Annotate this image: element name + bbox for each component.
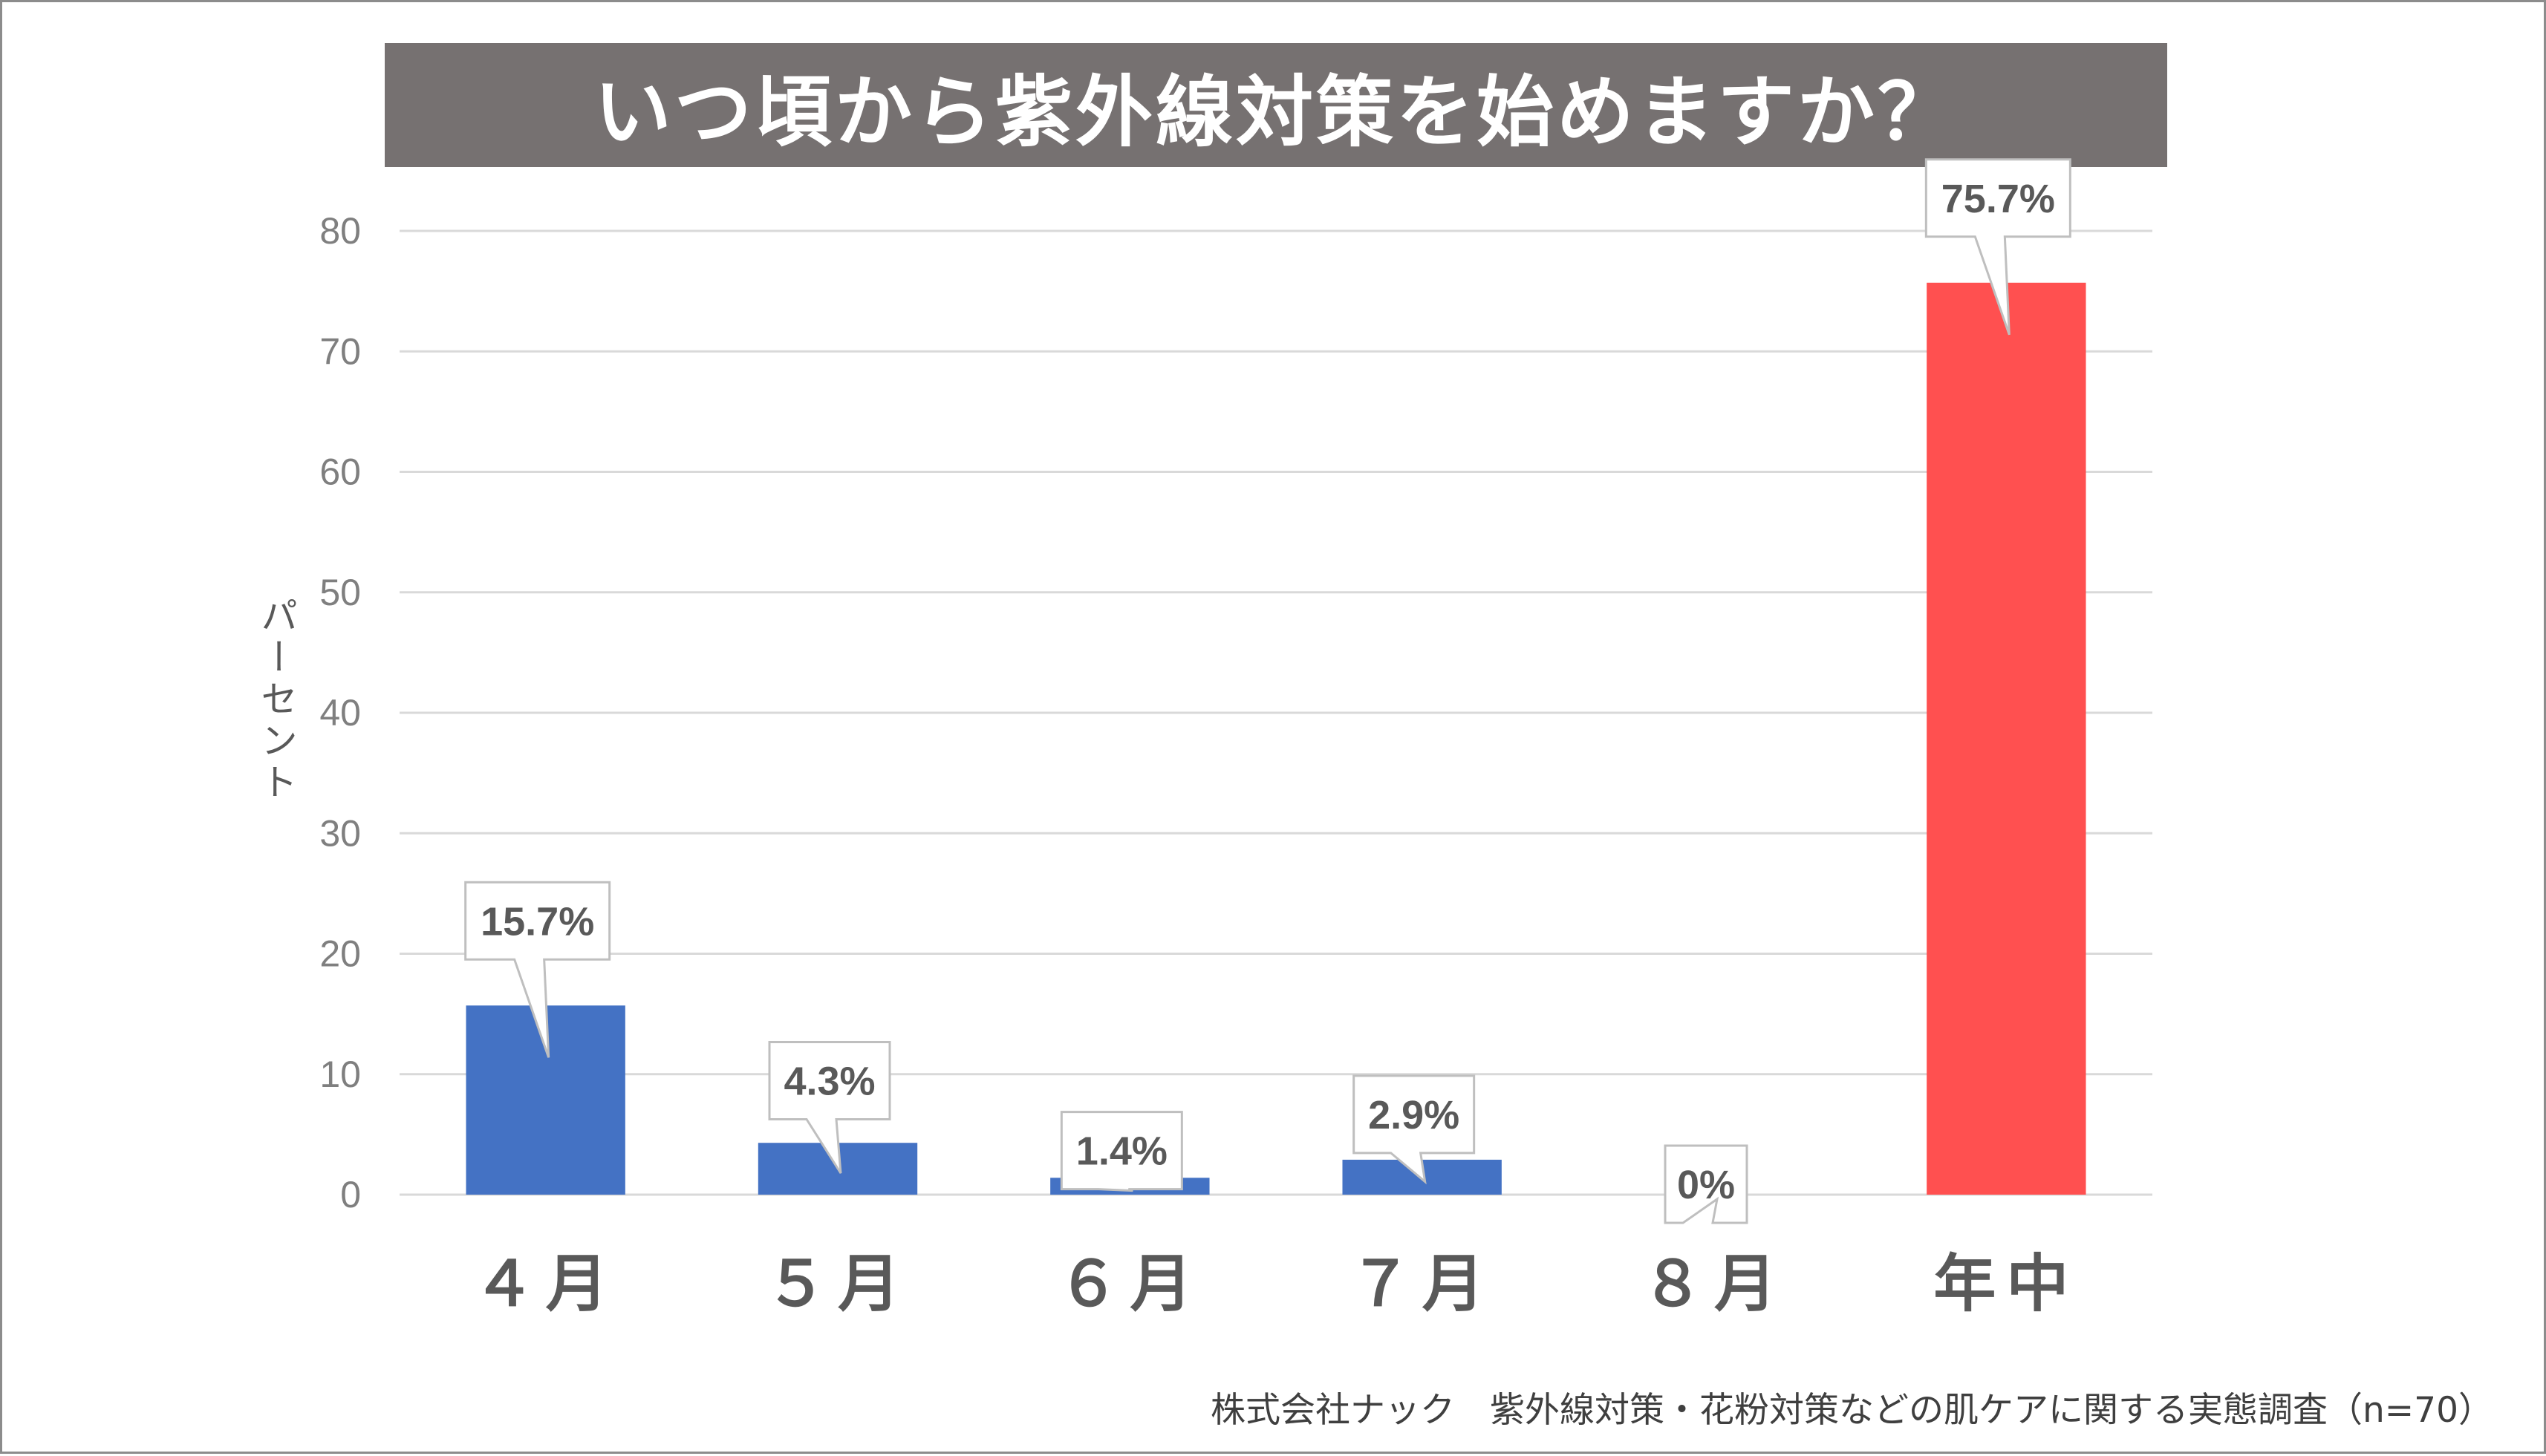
data-labels: 15.7% 4.3% 1.4% 2.9% 0% 75.7% <box>464 158 2071 1224</box>
y-tick-label: 60 <box>319 451 361 493</box>
data-label: 0% <box>1677 1163 1735 1207</box>
data-label: 75.7% <box>1941 177 2055 221</box>
bars <box>466 282 2086 1195</box>
x-category-label: ５月 <box>765 1247 911 1320</box>
y-tick-label: 30 <box>319 812 361 854</box>
data-label-callout <box>1664 1144 1748 1224</box>
data-label-callout <box>1924 158 2071 336</box>
y-axis-ticks: 0 10 20 30 40 50 60 70 80 <box>319 210 361 1215</box>
source-note: 株式会社ナック 紫外線対策・花粉対策などの肌ケアに関する実態調査（n=70） <box>1211 1390 2493 1431</box>
data-label: 4.3% <box>784 1059 875 1103</box>
data-label: 15.7% <box>481 899 594 944</box>
x-category-label: 年中 <box>1933 1247 2079 1320</box>
y-tick-label: 80 <box>319 210 361 252</box>
x-axis-categories: ４月 ５月 ６月 ７月 ８月 年中 <box>473 1247 2079 1320</box>
data-label-callout <box>464 881 611 1058</box>
y-tick-label: 0 <box>340 1174 361 1215</box>
data-label-callout <box>768 1040 891 1174</box>
x-category-label: ６月 <box>1057 1247 1202 1320</box>
y-tick-label: 10 <box>319 1054 361 1095</box>
y-tick-label: 40 <box>319 692 361 734</box>
y-tick-label: 20 <box>319 933 361 975</box>
chart-title: いつ頃から紫外線対策を始めますか？ <box>593 67 1958 157</box>
bar <box>1927 282 2086 1195</box>
data-label: 1.4% <box>1076 1129 1168 1174</box>
y-axis-title: パーセント <box>255 596 298 804</box>
data-label: 2.9% <box>1368 1093 1459 1137</box>
title-banner: いつ頃から紫外線対策を始めますか？ <box>385 43 2167 167</box>
data-label-callout <box>1060 1111 1183 1192</box>
x-category-label: ４月 <box>473 1247 619 1320</box>
x-category-label: ８月 <box>1641 1247 1787 1320</box>
y-tick-label: 50 <box>319 572 361 613</box>
gridlines <box>400 229 2152 1196</box>
y-tick-label: 70 <box>319 330 361 372</box>
x-category-label: ７月 <box>1349 1247 1495 1320</box>
data-label-callout <box>1352 1074 1476 1185</box>
